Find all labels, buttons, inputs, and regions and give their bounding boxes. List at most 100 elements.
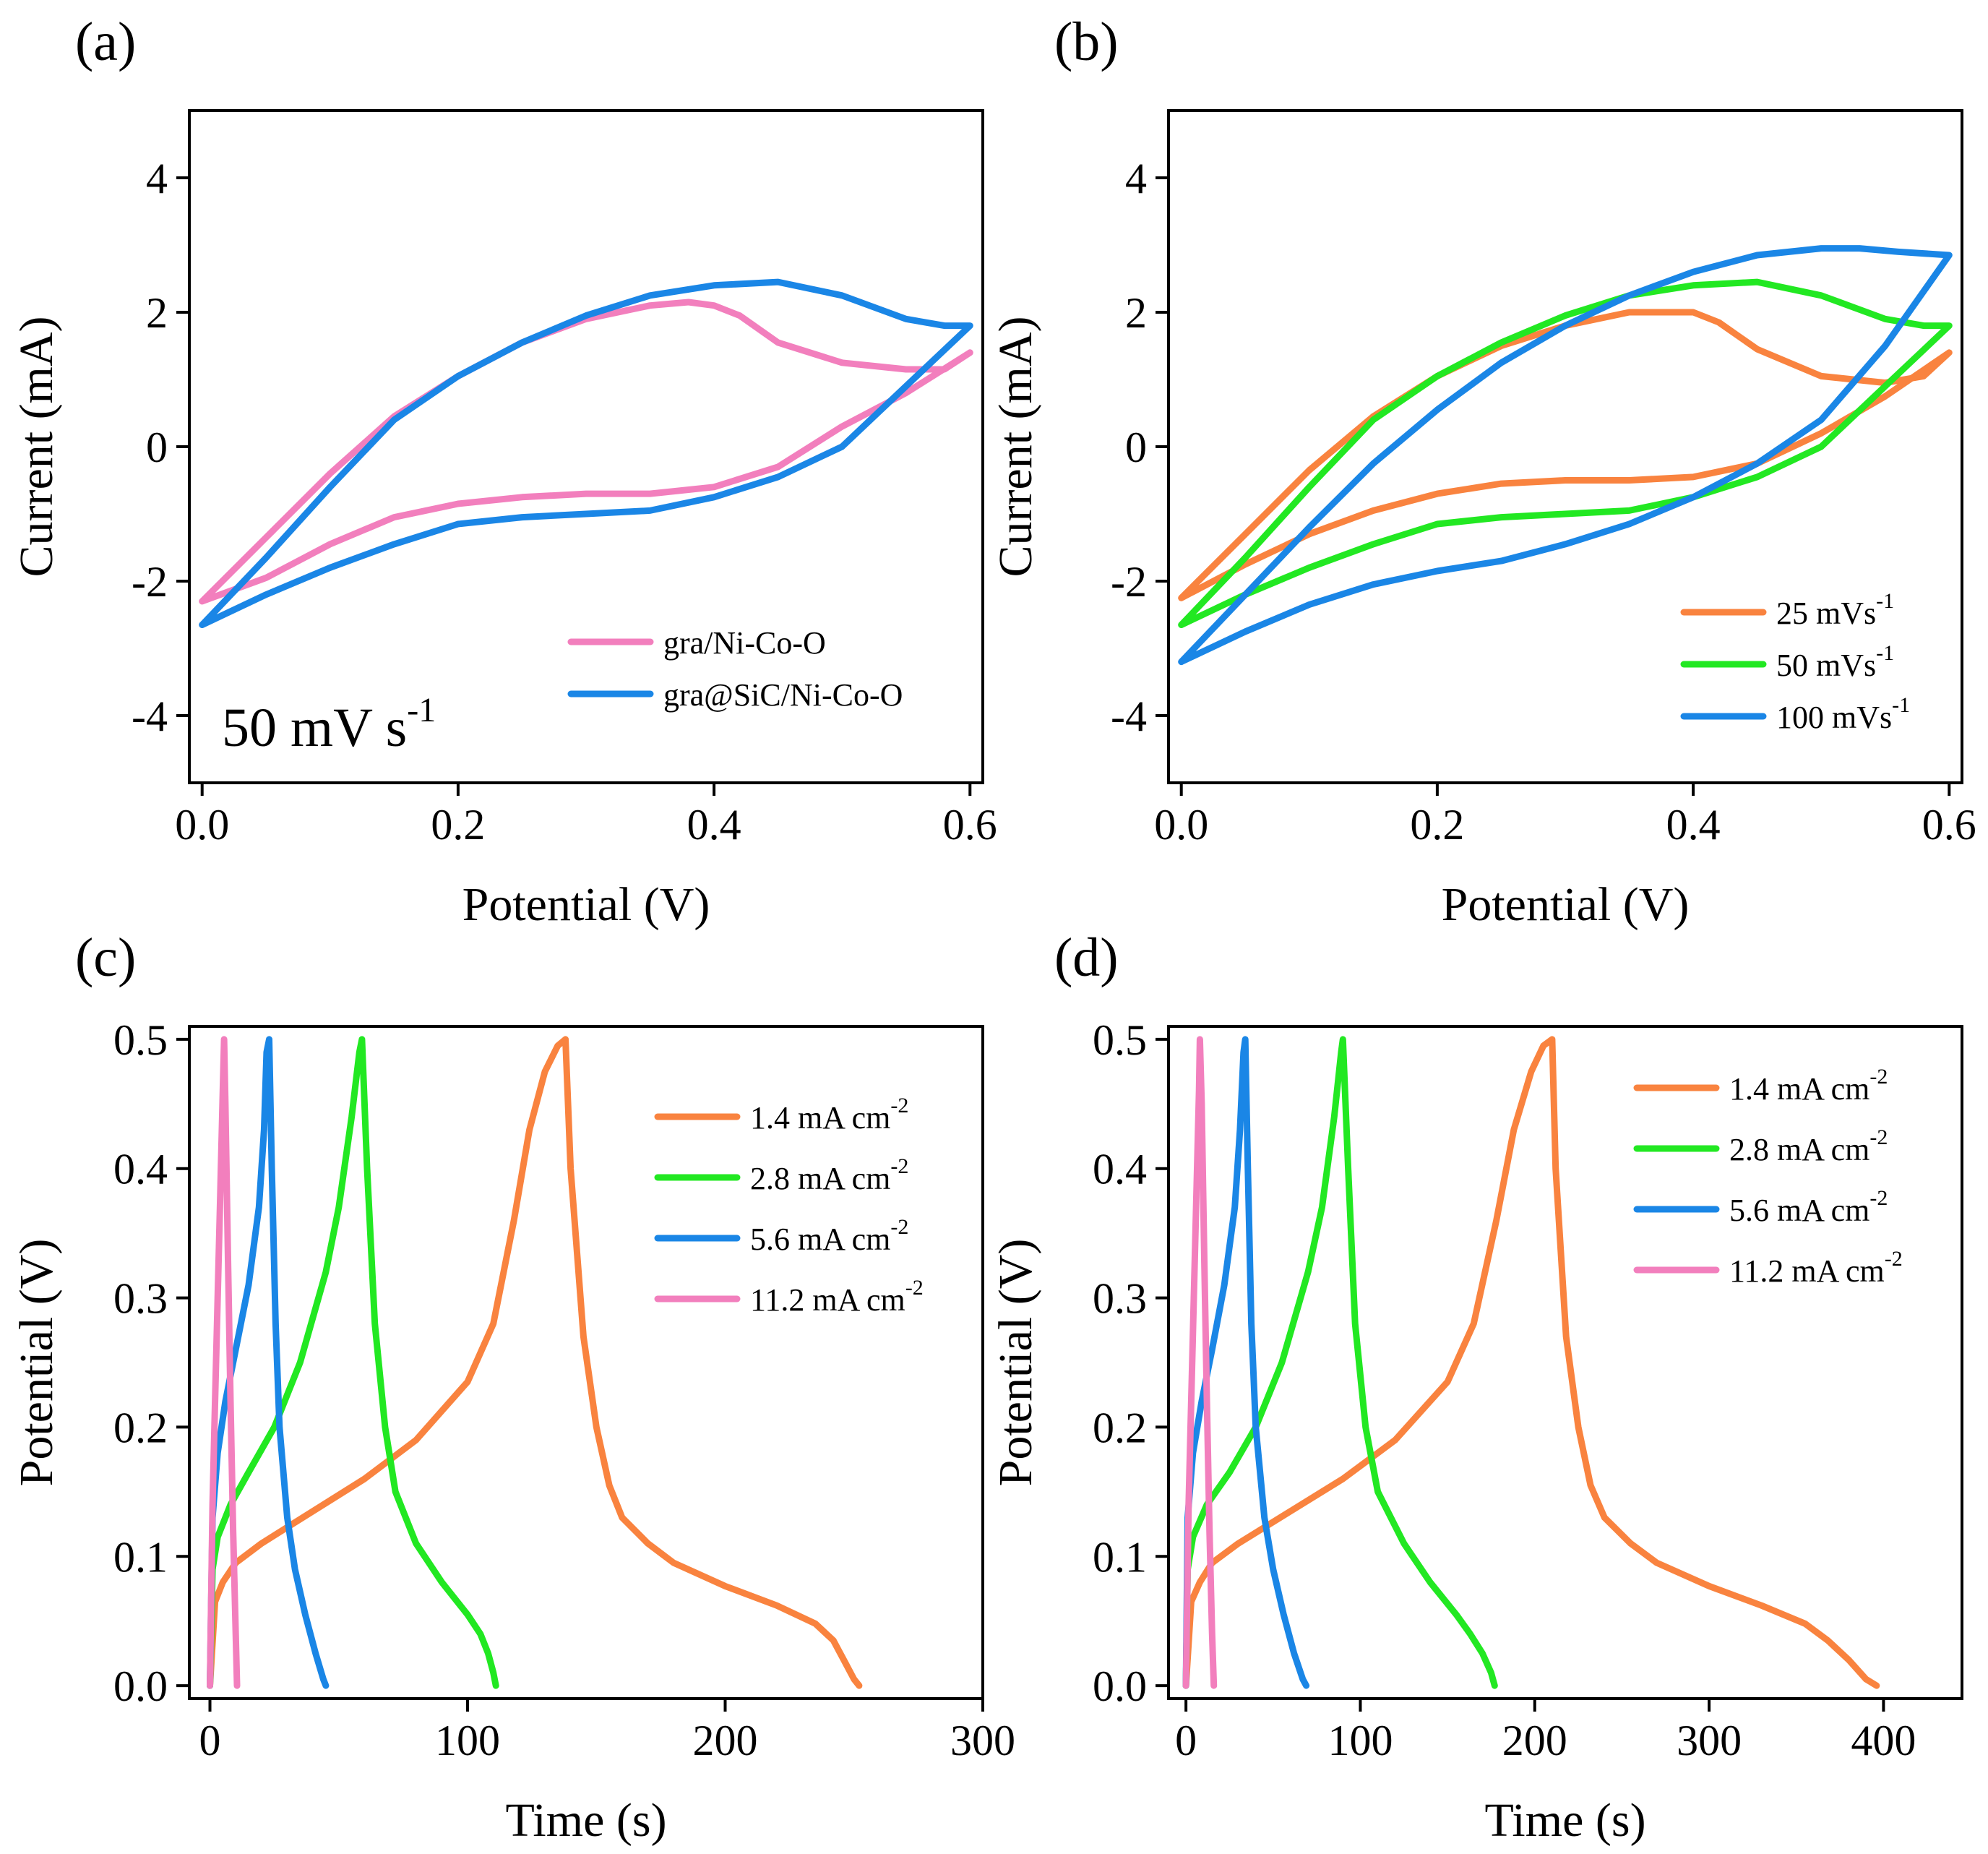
legend-label-main: 50 mVs <box>1776 648 1876 683</box>
y-tick-label: -2 <box>132 558 168 606</box>
x-tick-label: 200 <box>1502 1717 1567 1764</box>
panel-a: (a) 0.0 0.2 0.4 0.6 -4 -2 0 2 4 Potential (V) Curre… <box>10 12 997 931</box>
y-tick-label: 0 <box>1125 424 1147 471</box>
x-tick-label: 300 <box>950 1717 1015 1764</box>
legend-label-superscript: -1 <box>1892 693 1910 717</box>
x-axis-title: Time (s) <box>1484 1794 1645 1847</box>
x-tick-label: 0 <box>1175 1717 1197 1764</box>
y-tick-label: 0.3 <box>1093 1275 1147 1323</box>
x-tick-label: 300 <box>1677 1717 1742 1764</box>
y-tick-label: -2 <box>1111 558 1147 606</box>
panel-b: (b) 0.0 0.2 0.4 0.6 -4 -2 0 2 4 Potential (V) Curre… <box>989 12 1976 931</box>
legend-label-main: 1.4 mA cm <box>750 1100 890 1136</box>
y-tick-label: 0.0 <box>1093 1662 1147 1710</box>
y-axis-title: Current (mA) <box>989 316 1042 577</box>
y-tick-label: 0 <box>146 424 168 471</box>
series-group <box>207 1036 863 1689</box>
y-tick-label: 0.1 <box>1093 1533 1147 1581</box>
panel-c: (c) 0 100 200 300 0.0 0.1 0.2 0.3 0.4 0.5 Time (s) P… <box>10 927 1015 1847</box>
series-group <box>1178 245 1953 666</box>
series-line-b-2 <box>1178 245 1953 666</box>
x-tick-label: 400 <box>1851 1717 1916 1764</box>
legend-label-main: 5.6 mA cm <box>750 1222 890 1257</box>
y-axis-title: Current (mA) <box>10 316 63 577</box>
y-tick-label: 0.5 <box>113 1016 168 1064</box>
legend-label-superscript: -2 <box>1869 1065 1888 1089</box>
series-line-c-2 <box>207 1036 330 1689</box>
x-tick-label: 0.6 <box>943 801 997 849</box>
legend-label: gra/Ni-Co-O <box>663 625 826 661</box>
series-line-d-3 <box>1182 1036 1218 1689</box>
x-tick-label: 200 <box>693 1717 758 1764</box>
y-tick-label: 4 <box>146 155 168 202</box>
legend-label-superscript: -2 <box>1869 1125 1888 1149</box>
annotation-superscript: -1 <box>407 691 436 729</box>
series-line-a-1 <box>199 278 973 628</box>
legend-label-main: 11.2 mA cm <box>1729 1253 1885 1289</box>
legend-label: 100 mVs-1 <box>1776 693 1910 735</box>
scan-rate-annotation: 50 mV s-1 <box>222 691 436 758</box>
legend-label: 11.2 mA cm-2 <box>750 1276 924 1318</box>
legend-label-main: 1.4 mA cm <box>1729 1071 1869 1107</box>
legend-label: 5.6 mA cm-2 <box>750 1215 908 1257</box>
axes-frame <box>1167 1025 1963 1700</box>
legend-label-superscript: -2 <box>1869 1186 1888 1210</box>
legend-label-main: 5.6 mA cm <box>1729 1193 1869 1228</box>
legend-label: 1.4 mA cm-2 <box>1729 1065 1888 1107</box>
annotation-main: 50 mV s <box>222 698 407 758</box>
series-group <box>199 278 973 628</box>
series-line-d-0 <box>1182 1036 1880 1689</box>
x-axis-title: Time (s) <box>505 1794 666 1847</box>
x-axis-title: Potential (V) <box>1442 878 1690 931</box>
series-line-c-1 <box>207 1036 499 1689</box>
legend-label: gra@SiC/Ni-Co-O <box>663 677 903 713</box>
x-tick-label: 0.0 <box>175 801 229 849</box>
y-tick-label: 0.5 <box>1093 1016 1147 1064</box>
y-tick-label: 0.2 <box>113 1404 168 1451</box>
legend-label-superscript: -2 <box>1885 1247 1903 1271</box>
legend-label: 50 mVs-1 <box>1776 641 1894 683</box>
y-tick-label: 2 <box>146 289 168 337</box>
x-tick-label: 0.4 <box>687 801 741 849</box>
legend-label: 25 mVs-1 <box>1776 589 1894 631</box>
y-tick-label: 0.1 <box>113 1533 168 1581</box>
series-line-d-1 <box>1182 1036 1498 1689</box>
y-axis-title: Potential (V) <box>989 1239 1042 1487</box>
legend-label-main: 100 mVs <box>1776 700 1892 735</box>
legend-label-main: gra@SiC/Ni-Co-O <box>663 677 903 713</box>
series-line-d-2 <box>1182 1036 1310 1689</box>
y-tick-label: 0.4 <box>113 1146 168 1193</box>
series-line-b-1 <box>1178 278 1953 628</box>
legend-label-main: 2.8 mA cm <box>750 1161 890 1196</box>
x-tick-label: 0.2 <box>431 801 485 849</box>
legend-label-superscript: -2 <box>890 1215 908 1239</box>
y-tick-label: -4 <box>132 692 168 740</box>
x-tick-label: 0.2 <box>1410 801 1464 849</box>
legend-label-superscript: -2 <box>890 1094 908 1117</box>
panel-label: (b) <box>1054 12 1119 72</box>
legend-label-main: 2.8 mA cm <box>1729 1132 1869 1167</box>
panel-label: (d) <box>1054 927 1119 988</box>
x-tick-label: 0.0 <box>1154 801 1208 849</box>
y-tick-label: 0.2 <box>1093 1404 1147 1451</box>
legend: 1.4 mA cm-22.8 mA cm-25.6 mA cm-211.2 mA… <box>1633 1065 1903 1289</box>
x-tick-label: 0.4 <box>1666 801 1721 849</box>
series-line-c-0 <box>207 1036 863 1689</box>
legend-label: 5.6 mA cm-2 <box>1729 1186 1888 1228</box>
legend-label: 2.8 mA cm-2 <box>1729 1125 1888 1167</box>
x-tick-label: 0 <box>199 1717 221 1764</box>
legend-label-superscript: -1 <box>1876 641 1894 665</box>
y-tick-label: 0.4 <box>1093 1146 1147 1193</box>
legend: 1.4 mA cm-22.8 mA cm-25.6 mA cm-211.2 mA… <box>654 1094 924 1318</box>
legend-label: 2.8 mA cm-2 <box>750 1154 908 1196</box>
panel-label: (a) <box>75 12 136 72</box>
axes-frame <box>188 1025 984 1700</box>
legend-label-superscript: -2 <box>890 1154 908 1178</box>
series-group <box>1182 1036 1880 1689</box>
x-tick-label: 100 <box>435 1717 500 1764</box>
panel-d: (d) 0 100 200 300 400 0.0 0.1 0.2 0.3 0.4 0.5 Time (… <box>989 927 1963 1847</box>
y-tick-label: 4 <box>1125 155 1147 202</box>
y-tick-label: 0.0 <box>113 1662 168 1710</box>
y-tick-label: 0.3 <box>113 1275 168 1323</box>
x-tick-label: 100 <box>1328 1717 1393 1764</box>
